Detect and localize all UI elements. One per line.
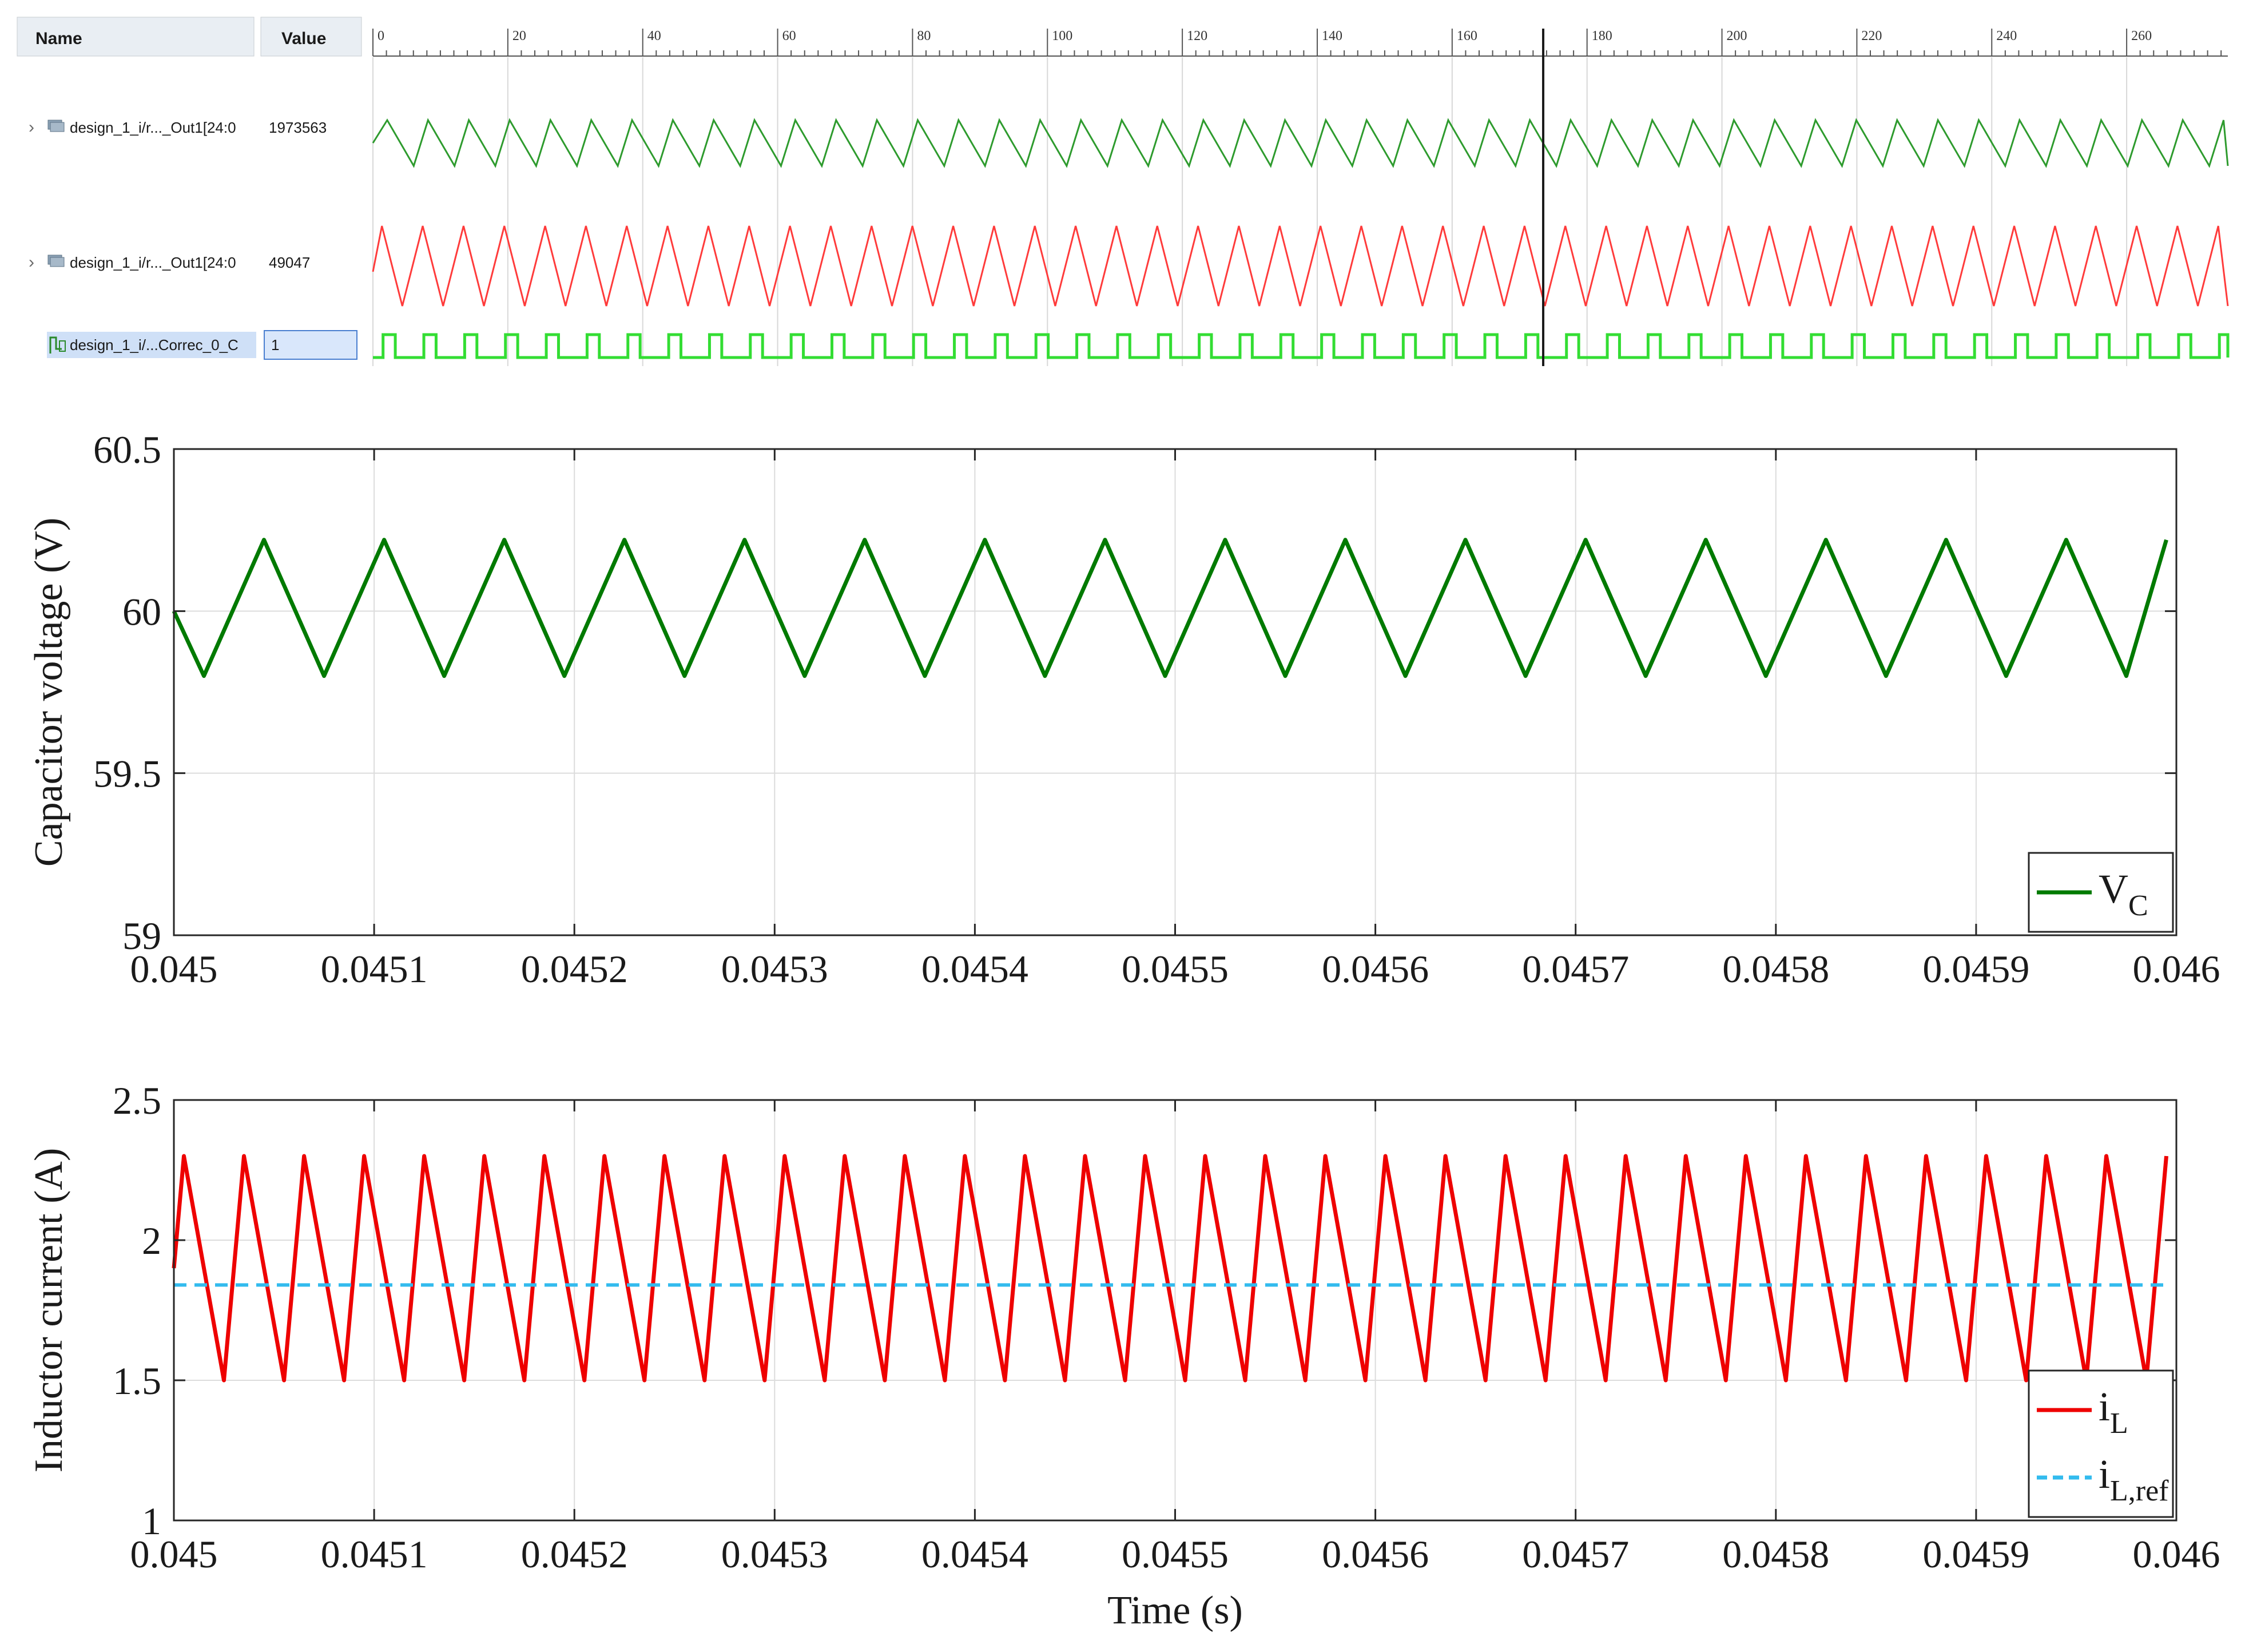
x-tick-label: 0.0455 (1122, 947, 1229, 991)
x-axis-label: Time (s) (1107, 1589, 1243, 1633)
signal-row[interactable]: › design_1_i/r..._Out1[24:0 1973563 (29, 118, 327, 137)
signal-name: design_1_i/r..._Out1[24:0 (70, 254, 236, 271)
waveform-grid (372, 57, 2128, 366)
chevron-right-icon[interactable]: › (29, 118, 34, 137)
series-line-l (172, 1154, 2168, 1383)
signal-name: design_1_i/r..._Out1[24:0 (70, 119, 236, 136)
x-tick-label: 0.0452 (521, 947, 628, 991)
x-tick-label: 0.0456 (1322, 947, 1429, 991)
legend-label: iL,ref (2099, 1451, 2169, 1507)
ruler-tick-label: 260 (2131, 29, 2152, 43)
ruler-tick-label: 240 (1996, 29, 2017, 43)
legend-box (2028, 1369, 2174, 1518)
legend-label: iL (2099, 1384, 2128, 1440)
signal-trace (373, 333, 2230, 359)
ruler-tick-label: 220 (1861, 29, 1882, 43)
capacitor-voltage-chart: 0.045 0.0451 0.0452 0.0453 0.0454 0.0455 0.045… (27, 428, 2220, 991)
waveform-traces (372, 118, 2230, 359)
x-tick-label: 0.0459 (1922, 947, 2029, 991)
x-tick-label: 0.0453 (721, 947, 828, 991)
ruler-tick-label: 40 (647, 29, 661, 43)
y-tick-label: 2.5 (113, 1079, 161, 1122)
name-header-label: Name (35, 29, 82, 48)
name-column-header[interactable] (17, 17, 255, 57)
y-tick-label: 60.5 (93, 428, 161, 471)
x-tick-label: 0.046 (2133, 1532, 2220, 1576)
y-tick-label: 1 (142, 1499, 161, 1543)
bit-icon (49, 336, 66, 354)
ruler-tick-label: 80 (917, 29, 931, 43)
ruler-tick-label: 0 (378, 29, 384, 43)
signal-trace (372, 225, 2229, 307)
x-tick-label: 0.0453 (721, 1532, 828, 1576)
x-tick-label: 0.046 (2133, 947, 2220, 991)
signal-value: 1973563 (269, 119, 327, 136)
timeline-ruler[interactable]: 0 20 40 60 80 100 120 140 160 180 200 220 240 260 (372, 29, 2228, 57)
inductor-current-chart: 0.045 0.0451 0.0452 0.0453 0.0454 0.0455 0.045… (27, 1079, 2220, 1633)
x-tick-label: 0.0455 (1122, 1532, 1229, 1576)
bus-icon (47, 255, 65, 267)
y-axis-label: Capacitor voltage (V) (27, 518, 71, 867)
ruler-tick-label: 120 (1187, 29, 1207, 43)
x-tick-label: 0.0451 (321, 947, 428, 991)
x-tick-label: 0.0452 (521, 1532, 628, 1576)
bus-icon (47, 120, 65, 132)
signal-row[interactable]: › design_1_i/r..._Out1[24:0 49047 (29, 253, 310, 272)
ruler-tick-label: 140 (1322, 29, 1342, 43)
legend: VC (2028, 852, 2174, 933)
ruler-tick-label: 180 (1592, 29, 1612, 43)
ruler-tick-label: 60 (782, 29, 796, 43)
value-header-label: Value (281, 29, 326, 48)
signal-name: design_1_i/...Correc_0_C (70, 336, 239, 354)
legend: iL iL,ref (2028, 1369, 2174, 1518)
x-tick-label: 0.0457 (1522, 1532, 1629, 1576)
x-tick-label: 0.0458 (1722, 947, 1829, 991)
x-tick-label: 0.0458 (1722, 1532, 1829, 1576)
value-column-header[interactable] (260, 17, 362, 57)
x-tick-label: 0.0457 (1522, 947, 1629, 991)
ruler-tick-label: 100 (1052, 29, 1072, 43)
y-tick-label: 59 (122, 914, 161, 958)
value-field[interactable] (264, 330, 357, 360)
chevron-right-icon[interactable]: › (29, 253, 34, 272)
y-tick-label: 1.5 (113, 1359, 161, 1403)
ruler-tick-label: 20 (512, 29, 526, 43)
series-line-c (172, 538, 2168, 678)
y-axis-label: Inductor current (A) (27, 1148, 71, 1473)
y-tick-label: 59.5 (93, 752, 161, 796)
y-tick-label: 60 (122, 590, 161, 633)
x-tick-label: 0.0459 (1922, 1532, 2029, 1576)
x-tick-label: 0.0454 (921, 947, 1028, 991)
x-tick-label: 0.0454 (921, 1532, 1028, 1576)
y-tick-label: 2 (142, 1219, 161, 1262)
x-tick-label: 0.045 (130, 947, 218, 991)
signal-row-selected[interactable]: design_1_i/...Correc_0_C 1 (47, 330, 357, 360)
waveform-viewer: Name Value › design_1_i/r..._Out1[24:0 1… (17, 17, 2230, 366)
legend-label: VC (2099, 866, 2148, 922)
selected-name-highlight (47, 332, 256, 358)
signal-value: 1 (271, 336, 279, 354)
ruler-tick-label: 200 (1727, 29, 1747, 43)
x-tick-label: 0.045 (130, 1532, 218, 1576)
signal-value: 49047 (269, 254, 310, 271)
signal-trace (372, 118, 2229, 168)
x-tick-label: 0.0456 (1322, 1532, 1429, 1576)
ruler-tick-label: 160 (1457, 29, 1477, 43)
x-tick-label: 0.0451 (321, 1532, 428, 1576)
